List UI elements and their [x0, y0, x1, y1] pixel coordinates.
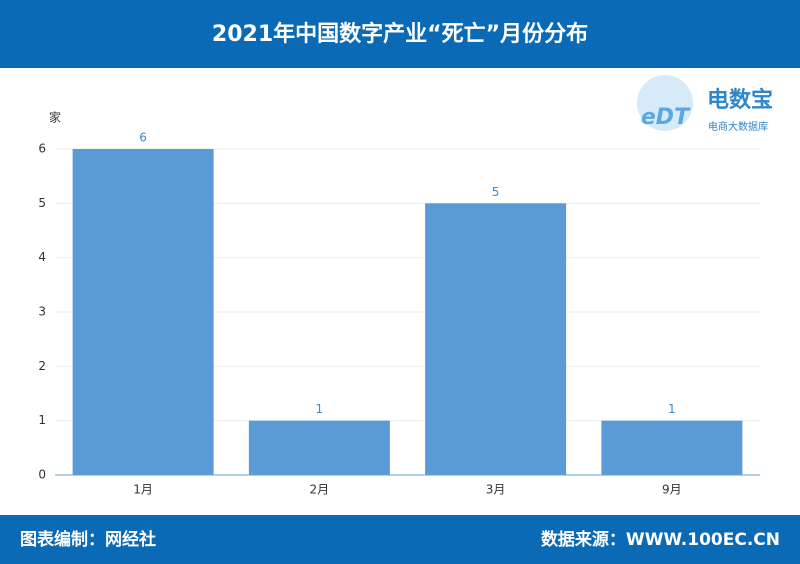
footer-band: [0, 515, 800, 564]
value-label: 6: [139, 131, 147, 145]
footer-left: 图表编制：网经社: [20, 529, 156, 550]
x-tick-label: 3月: [486, 483, 506, 497]
y-tick-label: 5: [38, 196, 46, 210]
value-label: 5: [492, 185, 500, 199]
y-tick-label: 4: [38, 250, 46, 264]
footer-right: 数据来源：WWW.100EC.CN: [541, 529, 780, 550]
bar: [425, 203, 567, 476]
value-label: 1: [668, 402, 676, 416]
y-tick-label: 3: [38, 305, 46, 319]
logo-cloud: [637, 75, 693, 131]
logo-name: 电数宝: [707, 87, 773, 113]
bar: [72, 149, 214, 475]
x-tick-label: 2月: [310, 483, 330, 497]
x-tick-label: 9月: [662, 483, 682, 497]
x-tick-label: 1月: [133, 483, 153, 497]
value-label: 1: [316, 402, 324, 416]
bar: [601, 420, 743, 475]
header-band: [0, 0, 800, 68]
y-tick-label: 6: [38, 142, 46, 156]
chart-title: 2021年中国数字产业“死亡”月份分布: [212, 21, 588, 47]
y-tick-label: 0: [38, 468, 46, 482]
logo-tagline: 电商大数据库: [708, 120, 768, 133]
y-axis-label: 家: [49, 110, 61, 125]
y-tick-label: 1: [38, 413, 46, 427]
y-tick-label: 2: [38, 359, 46, 373]
bar: [248, 420, 390, 475]
logo-mark: eDT: [641, 105, 691, 130]
